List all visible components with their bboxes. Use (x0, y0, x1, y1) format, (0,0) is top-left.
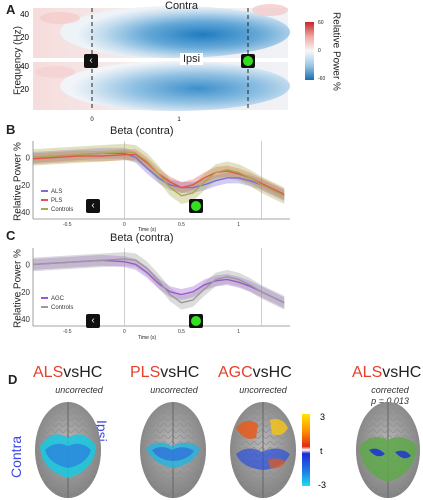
panel-c-title: Beta (contra) (110, 232, 174, 244)
panel-letter-d: D (8, 372, 18, 387)
comparison-group-4: ALS (352, 364, 383, 381)
c-ytick-2: -40 (18, 315, 30, 324)
b-legend-label-0: ALS (51, 189, 62, 195)
panel-b-start-icon: ‹ (86, 199, 100, 213)
comparison-subtitle-4b: p = 0.013 (371, 396, 409, 406)
b-ytick-0: 0 (26, 153, 31, 162)
comparison-subtitle-1: uncorrected (55, 385, 103, 395)
ytick-40-top: 40 (20, 10, 29, 19)
panel-c-ylabel: Relative Power % (12, 249, 24, 328)
panel-c-start-icon: ‹ (86, 314, 100, 328)
ytick-40-bottom: 40 (20, 62, 29, 71)
c-ytick-0: 0 (26, 260, 31, 269)
b-xtick-1: 0 (123, 222, 126, 227)
comparison-title-1: ALSvsHC (33, 364, 102, 382)
b-xtick-3: 1 (237, 222, 240, 227)
panel-c-go-icon (189, 314, 203, 328)
panel-b-ylabel: Relative Power % (12, 142, 24, 221)
start-cue-icon: ‹ (84, 54, 98, 68)
c-xtick-3: 1 (237, 329, 240, 334)
cbar-a-tick-0: 0 (318, 48, 321, 54)
comparison-subtitle-3: uncorrected (239, 385, 287, 395)
c-ytick-1: -20 (18, 288, 30, 297)
ytick-20-top: 20 (20, 33, 29, 42)
c-xtick-2: 0.5 (178, 329, 185, 334)
panel-b-go-icon (189, 199, 203, 213)
panel-letter-c: C (6, 228, 16, 243)
brain-maps: 3 t -3 (35, 402, 420, 498)
c-line-controls (32, 258, 285, 304)
cbar-a-tick-60: 60 (318, 20, 324, 26)
spectrogram-contra (33, 4, 290, 58)
comparison-subtitle-2: uncorrected (150, 385, 198, 395)
panel-d-colorbar (302, 414, 310, 486)
panel-a-colorbar (305, 22, 314, 80)
c-legend-label-1: Controls (51, 305, 73, 311)
b-xtick-0: -0.5 (63, 222, 72, 227)
comparison-group-2: PLS (130, 364, 161, 381)
comparison-suffix-3: vsHC (252, 364, 292, 381)
cbar-d-tick-3: 3 (320, 412, 325, 422)
panel-a-title-contra: Contra (165, 0, 199, 12)
panel-b-title: Beta (contra) (110, 125, 174, 137)
cbar-d-label: t (320, 446, 323, 456)
comparison-group-3: AGC (218, 364, 253, 381)
c-xtick-1: 0 (123, 329, 126, 334)
panel-a-spectrograms: 40 20 40 20 0 1 (20, 4, 290, 123)
panel-letter-b: B (6, 122, 16, 137)
comparison-suffix-2: vsHC (160, 364, 200, 381)
brain-pls-uncorrected (140, 402, 206, 498)
spectrogram-ipsi (33, 61, 290, 111)
comparison-suffix-4: vsHC (382, 364, 422, 381)
comparison-subtitle-4a: corrected (371, 385, 409, 395)
b-ytick-1: -20 (18, 181, 30, 190)
brain-als-uncorrected (35, 402, 101, 498)
xtick-0: 0 (90, 117, 94, 123)
comparison-title-2: PLSvsHC (130, 364, 199, 382)
panel-b-chart: 0 -20 -40 -0.5 0 0.5 1 ALS PLS Controls (18, 141, 290, 227)
cbar-a-tick-neg60: -60 (318, 76, 326, 82)
comparison-group-1: ALS (33, 364, 64, 381)
brain-agc-uncorrected (230, 402, 296, 498)
c-xtick-0: -0.5 (63, 329, 72, 334)
panel-c-chart: 0 -20 -40 -0.5 0 0.5 1 AGC Controls (18, 248, 290, 334)
comparison-title-4: ALSvsHC (352, 364, 421, 382)
go-signal-icon (241, 54, 255, 68)
xtick-1: 1 (177, 117, 181, 123)
panel-b-xlabel: Time (s) (138, 227, 157, 233)
b-xtick-2: 0.5 (178, 222, 185, 227)
cbar-a-label: Relative Power % (330, 12, 342, 91)
panel-a-title-ipsi: Ipsi (180, 53, 204, 65)
b-ytick-2: -40 (18, 208, 30, 217)
b-legend-label-1: PLS (51, 198, 62, 204)
b-line-controls (32, 151, 285, 197)
cbar-d-tick-neg3: -3 (318, 480, 326, 490)
comparison-suffix-1: vsHC (63, 364, 103, 381)
panel-letter-a: A (6, 2, 16, 17)
comparison-title-3: AGCvsHC (218, 364, 292, 382)
ytick-20-bottom: 20 (20, 85, 29, 94)
brain-als-corrected (356, 402, 420, 498)
b-legend-label-2: Controls (51, 207, 73, 213)
c-legend-label-0: AGC (51, 296, 65, 302)
panel-c-xlabel: Time (s) (138, 335, 157, 341)
